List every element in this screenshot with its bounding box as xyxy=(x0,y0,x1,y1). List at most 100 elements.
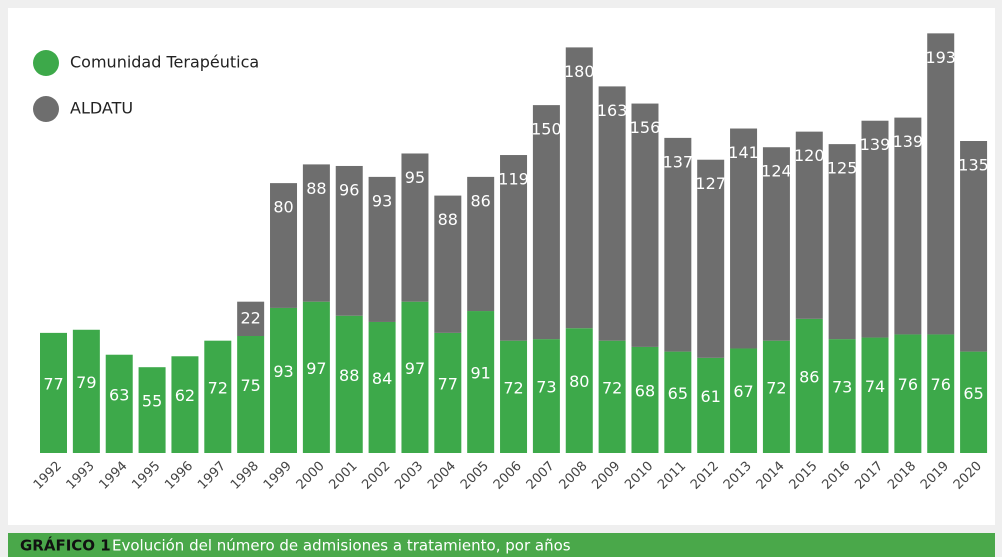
value-label: 67 xyxy=(733,382,753,401)
value-label: 73 xyxy=(832,378,852,397)
bar-segment xyxy=(861,120,889,338)
bar-segment xyxy=(72,329,100,453)
value-label: 76 xyxy=(931,375,951,394)
bar-segment xyxy=(237,336,265,453)
value-label: 75 xyxy=(240,376,260,395)
bar-segment xyxy=(631,103,659,347)
legend-swatch xyxy=(33,50,59,76)
value-label: 127 xyxy=(695,174,726,193)
bar-segment xyxy=(467,311,495,453)
value-label: 91 xyxy=(471,364,491,383)
value-label: 72 xyxy=(503,378,523,397)
bar-segment xyxy=(368,321,396,453)
caption-label: GRÁFICO 1 xyxy=(20,536,111,555)
value-label: 137 xyxy=(663,152,694,171)
value-label: 76 xyxy=(898,375,918,394)
legend-swatch xyxy=(33,96,59,122)
value-label: 63 xyxy=(109,385,129,404)
bar-segment xyxy=(532,105,560,340)
value-label: 97 xyxy=(306,359,326,378)
bar-segment xyxy=(105,354,133,453)
value-label: 119 xyxy=(498,170,529,189)
value-label: 156 xyxy=(630,118,661,137)
bar-segment xyxy=(894,117,922,335)
value-label: 141 xyxy=(728,143,759,162)
value-label: 125 xyxy=(827,159,858,178)
bar-segment xyxy=(762,340,790,453)
bar-segment xyxy=(401,301,429,453)
bar-segment xyxy=(335,165,363,316)
bar-segment xyxy=(237,301,265,336)
bar-segment xyxy=(302,164,330,302)
bar-segment xyxy=(828,339,856,453)
bar-segment xyxy=(40,332,67,453)
caption-text: Evolución del número de admisiones a tra… xyxy=(112,537,571,555)
bar-segment xyxy=(631,346,659,453)
bar-segment xyxy=(500,155,528,341)
value-label: 93 xyxy=(273,362,293,381)
bar-segment xyxy=(598,340,626,453)
bar-segment xyxy=(368,176,396,322)
bar-segment xyxy=(762,147,790,341)
value-label: 61 xyxy=(701,387,721,406)
bar-segment xyxy=(960,141,988,352)
value-label: 86 xyxy=(471,191,491,210)
value-label: 86 xyxy=(799,367,819,386)
value-label: 68 xyxy=(635,381,655,400)
value-label: 79 xyxy=(76,373,96,392)
bar-segment xyxy=(664,351,692,453)
bar-segment xyxy=(960,351,988,453)
bar-segment xyxy=(401,153,429,302)
bar-segment xyxy=(467,176,495,312)
bar-segment xyxy=(171,356,199,453)
value-label: 163 xyxy=(597,101,628,120)
value-label: 62 xyxy=(175,386,195,405)
value-label: 84 xyxy=(372,369,392,388)
bar-segment xyxy=(532,339,560,453)
bar-segment xyxy=(598,86,626,341)
legend-label: Comunidad Terapéutica xyxy=(70,53,259,72)
value-label: 65 xyxy=(963,384,983,403)
bar-segment xyxy=(664,137,692,352)
value-label: 72 xyxy=(766,378,786,397)
bar-segment xyxy=(697,357,725,453)
value-label: 22 xyxy=(240,308,260,327)
value-label: 93 xyxy=(372,191,392,210)
value-label: 65 xyxy=(668,384,688,403)
bar-segment xyxy=(270,183,298,308)
value-label: 135 xyxy=(958,156,989,175)
legend-label: ALDATU xyxy=(70,99,133,118)
value-label: 139 xyxy=(893,132,924,151)
bar-segment xyxy=(434,332,462,453)
value-label: 88 xyxy=(306,179,326,198)
bar-segment xyxy=(565,47,593,329)
bar-segment xyxy=(204,340,232,453)
bar-segment xyxy=(861,337,889,453)
value-label: 124 xyxy=(761,162,792,181)
bar-segment xyxy=(138,367,166,453)
bar-segment xyxy=(434,195,462,333)
value-label: 97 xyxy=(405,359,425,378)
value-label: 193 xyxy=(925,48,956,67)
bar-segment xyxy=(927,33,955,335)
bar-segment xyxy=(335,315,363,453)
bar-segment xyxy=(730,348,758,453)
bar-segment xyxy=(828,144,856,340)
bar-segment xyxy=(795,318,823,453)
value-label: 80 xyxy=(569,372,589,391)
value-label: 150 xyxy=(531,120,562,139)
value-label: 74 xyxy=(865,377,885,396)
value-label: 77 xyxy=(43,374,63,393)
bar-segment xyxy=(697,159,725,358)
bar-segment xyxy=(500,340,528,453)
bar-segment xyxy=(302,301,330,453)
bar-segment xyxy=(270,307,298,453)
value-label: 55 xyxy=(142,392,162,411)
bar-segment xyxy=(730,128,758,349)
value-label: 72 xyxy=(208,378,228,397)
value-label: 88 xyxy=(339,366,359,385)
bar-segment xyxy=(927,334,955,453)
value-label: 88 xyxy=(438,210,458,229)
bar-segment xyxy=(894,334,922,453)
